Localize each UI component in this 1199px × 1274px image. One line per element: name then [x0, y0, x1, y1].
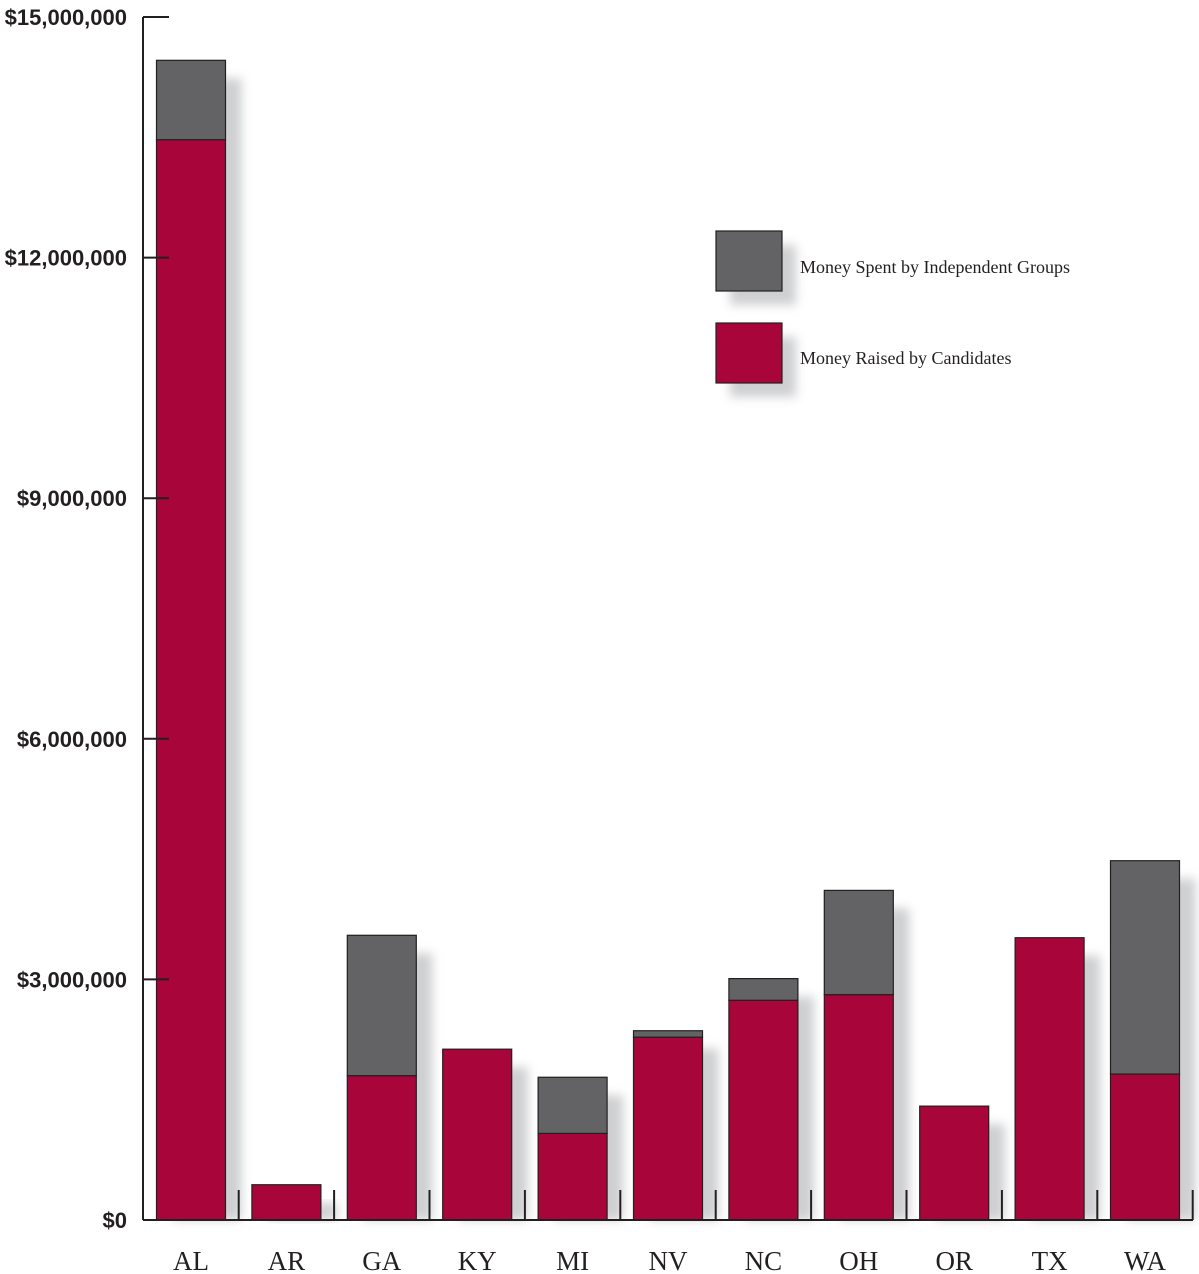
bar-segment [346, 1075, 417, 1221]
bar-segment [632, 1030, 704, 1038]
legend-label: Money Spent by Independent Groups [800, 257, 1070, 277]
axes [142, 16, 1194, 1221]
bar-segment [1109, 1073, 1181, 1221]
bar-segment [632, 1036, 704, 1221]
legend-label: Money Raised by Candidates [800, 348, 1011, 368]
x-tick-label: GA [362, 1246, 401, 1274]
y-tick-label: $15,000,000 [5, 5, 127, 30]
y-tick-labels: $0 $3,000,000 $6,000,000 $9,000,000 $12,000,… [5, 5, 127, 1233]
legend-swatch [715, 322, 783, 384]
bar-segment [728, 999, 799, 1221]
y-tick-label: $9,000,000 [17, 486, 127, 511]
bar-segment [537, 1132, 608, 1221]
x-tick-label: KY [458, 1246, 497, 1274]
bar-segment [728, 977, 799, 1001]
x-tick-label: NV [649, 1246, 688, 1274]
legend: Money Spent by Independent Groups Money R… [715, 230, 1070, 397]
x-tick-label: OH [839, 1246, 878, 1274]
bar-segment [155, 59, 227, 141]
x-tick-label: AL [173, 1246, 209, 1274]
x-tick-label: MI [556, 1246, 589, 1274]
bar-segment [1109, 860, 1181, 1075]
bar-segment [442, 1048, 513, 1221]
bar-segment [537, 1076, 608, 1134]
x-tick-label: NC [745, 1246, 783, 1274]
x-tick-label: WA [1124, 1246, 1166, 1274]
y-tick-label: $6,000,000 [17, 727, 127, 752]
y-tick-label: $0 [103, 1208, 127, 1233]
bar-segment [251, 1184, 322, 1221]
bar-segment [1014, 937, 1085, 1221]
x-tick-label: TX [1032, 1246, 1068, 1274]
x-tick-labels: AL AR GA KY MI NV NC OH OR TX WA [173, 1246, 1166, 1274]
x-tick-label: AR [268, 1246, 306, 1274]
y-tick-label: $12,000,000 [5, 246, 127, 271]
x-tick-label: OR [935, 1246, 973, 1274]
y-tick-label: $3,000,000 [17, 967, 127, 992]
bar-segment [155, 139, 227, 1221]
bars [155, 59, 1181, 1221]
bar-segment [919, 1105, 990, 1221]
bar-segment [823, 994, 894, 1221]
bar-segment [346, 934, 417, 1077]
legend-swatch [715, 230, 783, 292]
bar-segment [823, 889, 894, 996]
